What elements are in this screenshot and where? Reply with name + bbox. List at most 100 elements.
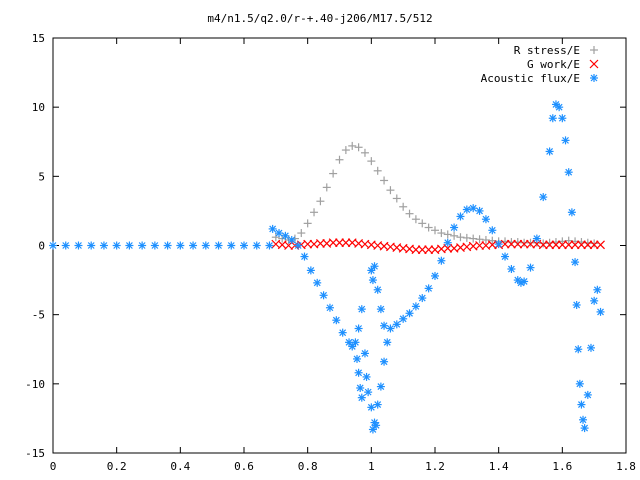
- y-tick-label: -5: [32, 309, 45, 322]
- cross-b: [551, 240, 561, 250]
- star-b: [100, 242, 108, 249]
- data-point: [386, 324, 395, 333]
- star-b: [301, 253, 308, 260]
- star-b: [363, 373, 370, 381]
- data-point: [87, 241, 96, 250]
- cross-b: [526, 239, 535, 249]
- data-point: [138, 241, 147, 250]
- legend-marker: [590, 74, 598, 82]
- cross-b: [500, 239, 510, 249]
- star-b: [539, 193, 547, 201]
- cross-b: [519, 239, 529, 249]
- star-b: [345, 338, 353, 346]
- cross-b: [570, 240, 580, 250]
- data-point: [520, 277, 529, 286]
- data-point: [392, 320, 401, 329]
- star-b: [87, 242, 95, 249]
- star-b: [380, 358, 388, 366]
- data-point: [294, 241, 303, 250]
- data-point: [329, 169, 338, 178]
- star-b: [597, 308, 604, 316]
- data-point: [303, 219, 312, 228]
- data-point: [315, 239, 325, 248]
- cross-b: [596, 240, 605, 250]
- star-b: [348, 343, 356, 350]
- star-b: [358, 394, 366, 402]
- data-point: [319, 291, 328, 300]
- data-point: [338, 328, 347, 337]
- star-b: [579, 416, 587, 424]
- data-point: [367, 266, 376, 275]
- x-tick-label: 0: [50, 460, 57, 473]
- legend-marker: [589, 59, 599, 69]
- data-point: [386, 186, 395, 195]
- data-point: [555, 103, 564, 112]
- x-tick-label: 1.4: [489, 460, 509, 473]
- data-point: [564, 168, 573, 177]
- data-point: [306, 266, 315, 275]
- data-point: [574, 345, 583, 354]
- y-tick-label: -10: [25, 378, 45, 391]
- star-b: [383, 338, 391, 346]
- data-point: [335, 155, 344, 164]
- star-b: [576, 380, 584, 388]
- star-b: [361, 349, 369, 357]
- x-tick-label: 1: [368, 460, 375, 473]
- star-b: [555, 103, 563, 111]
- data-point: [362, 372, 371, 381]
- data-point: [341, 238, 351, 248]
- data-point: [575, 379, 584, 388]
- data-point: [112, 241, 121, 250]
- star-b: [450, 224, 458, 231]
- cross-b: [456, 243, 465, 252]
- data-point: [356, 383, 365, 392]
- star-b: [307, 266, 315, 274]
- star-b: [320, 291, 328, 299]
- data-point: [589, 240, 599, 250]
- star-b: [369, 426, 377, 433]
- star-b: [558, 114, 566, 122]
- data-point: [424, 245, 434, 255]
- star-b: [444, 239, 452, 247]
- data-point: [539, 193, 548, 202]
- data-point: [368, 276, 377, 285]
- data-point: [341, 146, 350, 155]
- star-b: [562, 136, 569, 144]
- star-b: [457, 213, 464, 220]
- data-point: [313, 278, 322, 287]
- data-point: [418, 294, 427, 303]
- star-b: [533, 235, 541, 243]
- data-point: [545, 240, 555, 250]
- data-point: [322, 183, 331, 192]
- data-point: [532, 234, 541, 243]
- data-point: [373, 285, 382, 294]
- y-tick-label: 10: [32, 101, 45, 114]
- cross-b: [309, 239, 319, 249]
- data-point: [383, 338, 392, 347]
- data-point: [583, 390, 592, 399]
- data-point: [405, 209, 414, 218]
- star-b: [587, 344, 595, 352]
- star-b: [520, 278, 528, 285]
- cross-b: [557, 240, 567, 250]
- plot-area: [49, 100, 605, 434]
- star-b: [332, 316, 340, 324]
- star-b: [75, 242, 82, 249]
- data-point: [368, 425, 377, 434]
- cross-b: [583, 240, 593, 250]
- star-b: [507, 265, 515, 273]
- cross-b: [577, 240, 586, 250]
- data-point: [354, 368, 363, 377]
- data-point: [564, 240, 574, 250]
- data-point: [443, 230, 452, 239]
- data-point: [577, 240, 586, 250]
- data-point: [370, 418, 379, 427]
- data-point: [373, 166, 382, 175]
- data-point: [357, 305, 366, 314]
- legend-marker: [590, 46, 598, 54]
- data-point: [376, 382, 385, 391]
- star-b: [501, 253, 509, 260]
- legend-label: G work/E: [527, 58, 580, 71]
